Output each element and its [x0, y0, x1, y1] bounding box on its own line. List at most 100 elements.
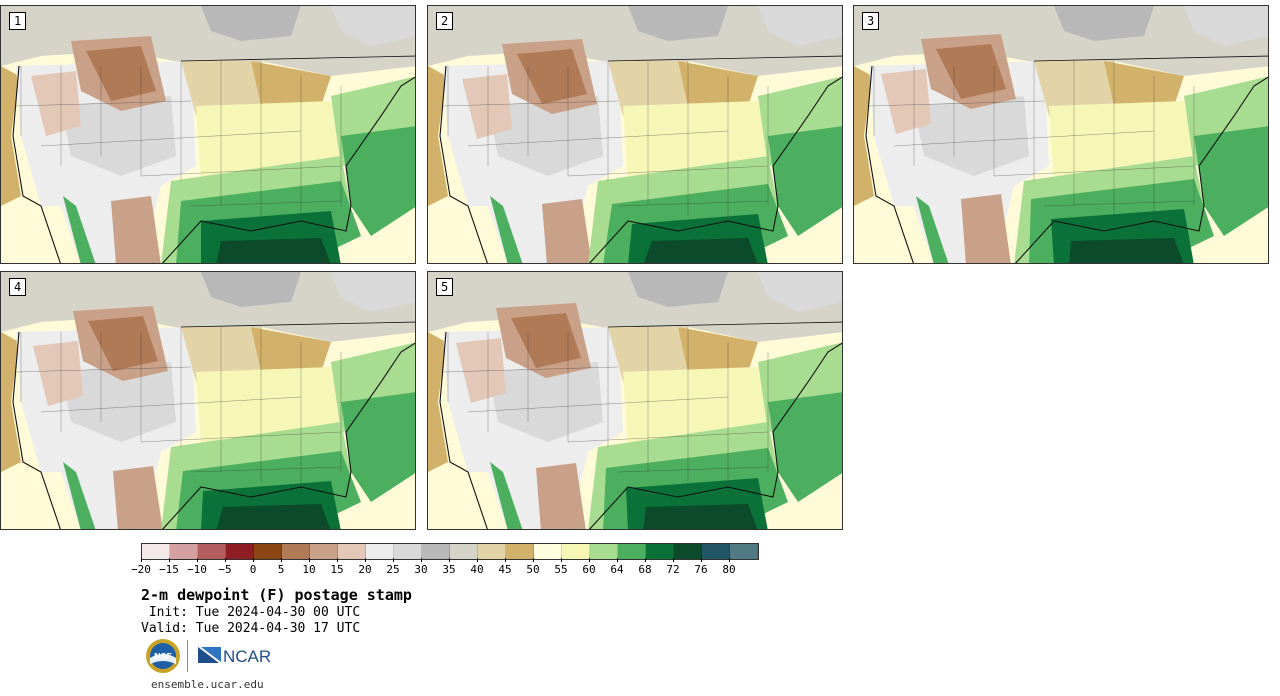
gulf-moist-region [216, 238, 331, 263]
colorbar-tick [365, 558, 366, 562]
state-border [140, 431, 342, 443]
state-border [190, 466, 342, 473]
colorbar-tick [253, 558, 254, 562]
canada-border [1033, 55, 1268, 62]
colorbar-segment [170, 544, 198, 559]
colorbar-labels: −20 −15 −10 −5 0 5 10 15 20 25 30 35 40 45 50 55 60 64 68 7… [131, 563, 761, 577]
great-lakes-region [251, 327, 331, 372]
dewpoint-map-4 [1, 272, 415, 529]
gulf-of-california-region [490, 196, 523, 263]
dry-core-dark-region [511, 313, 581, 368]
canada-border [180, 321, 415, 328]
canada-east-region [331, 272, 415, 312]
valid-time: Valid: Tue 2024-04-30 17 UTC [141, 621, 361, 636]
map-panel-3: 3 [853, 5, 1269, 264]
dewpoint-map-2 [428, 6, 842, 263]
colorbar-label: 64 [610, 563, 624, 576]
pacific-south-region [428, 206, 508, 263]
dewpoint-map-1 [1, 6, 415, 263]
mexico-dry-region [536, 463, 586, 529]
colorbar-label: 35 [442, 563, 456, 576]
east-gulf-coastline [162, 76, 415, 263]
east-gulf-coastline [589, 76, 842, 263]
gulf-of-california-region [63, 462, 96, 529]
state-border [190, 200, 342, 207]
canada-dry-region [1054, 6, 1154, 41]
state-border [1043, 200, 1195, 207]
state-border [617, 466, 769, 473]
colorbar-segment [310, 544, 338, 559]
colorbar-label: 50 [526, 563, 540, 576]
atlantic-south-region [768, 392, 842, 502]
state-border [567, 165, 769, 177]
colorbar-tick [141, 558, 142, 562]
state-border [15, 366, 192, 373]
pacific-coast-region [1, 332, 21, 472]
colorbar-segment [618, 544, 646, 559]
colorbar-segment [702, 544, 730, 559]
pacific-south-region [854, 206, 934, 263]
colorbar-tick [337, 558, 338, 562]
gulf-of-california-region [490, 462, 523, 529]
state-border [442, 366, 619, 373]
map-panel-2: 2 [427, 5, 843, 264]
colorbar-tick [477, 558, 478, 562]
nsf-logo-icon: NSF [146, 639, 180, 673]
pacific-coast-region [854, 66, 874, 206]
east-gulf-coastline [589, 342, 842, 529]
colorbar-segment [422, 544, 450, 559]
state-border [893, 130, 1155, 147]
pacific-south-region [428, 472, 508, 529]
colorbar-ticks [141, 558, 761, 563]
colorbar-segment [366, 544, 394, 559]
state-border [868, 100, 1045, 107]
colorbar-segment [534, 544, 562, 559]
logo-divider [187, 640, 188, 672]
colorbar-label: 72 [666, 563, 680, 576]
canada-east-region [758, 272, 842, 312]
gulf-moist-region [1069, 238, 1184, 263]
dry-core-dark-region [86, 46, 156, 101]
east-humid-region [196, 367, 341, 447]
west-coastline [12, 65, 61, 263]
colorbar-label: 45 [498, 563, 512, 576]
colorbar-label: 15 [330, 563, 344, 576]
great-lakes-region [1104, 61, 1184, 106]
colorbar-segment [590, 544, 618, 559]
colorbar-tick [533, 558, 534, 562]
colorbar-label: 55 [554, 563, 568, 576]
gulf-moist-region [643, 504, 758, 529]
west-coastline [439, 65, 488, 263]
colorbar-segment [254, 544, 282, 559]
colorbar-label: −10 [187, 563, 207, 576]
intermountain-region [61, 362, 176, 442]
colorbar-tick [589, 558, 590, 562]
state-border [617, 200, 769, 207]
great-basin-region [33, 341, 83, 406]
nsf-logo-text: NSF [154, 652, 172, 661]
great-lakes-region [678, 327, 758, 372]
colorbar-segment [142, 544, 170, 559]
panel-number-2: 2 [436, 12, 454, 30]
colorbar-tick [225, 558, 226, 562]
colorbar-label: 40 [470, 563, 484, 576]
colorbar-label: 30 [414, 563, 428, 576]
dry-core-dark-region [88, 316, 158, 371]
west-coastline [865, 65, 914, 263]
west-coastline [439, 331, 488, 529]
colorbar-segment [478, 544, 506, 559]
colorbar [141, 543, 759, 560]
atlantic-south-region [341, 126, 415, 236]
atlantic-south-region [1194, 126, 1268, 236]
colorbar-segment [198, 544, 226, 559]
colorbar-label: 60 [582, 563, 596, 576]
state-border [442, 100, 619, 107]
state-border [467, 396, 729, 413]
colorbar-label: 80 [722, 563, 736, 576]
colorbar-tick [449, 558, 450, 562]
colorbar-segment [282, 544, 310, 559]
canada-border [180, 55, 415, 62]
intermountain-region [488, 362, 603, 442]
canada-east-region [1184, 6, 1268, 46]
mexico-dry-region [113, 466, 163, 529]
